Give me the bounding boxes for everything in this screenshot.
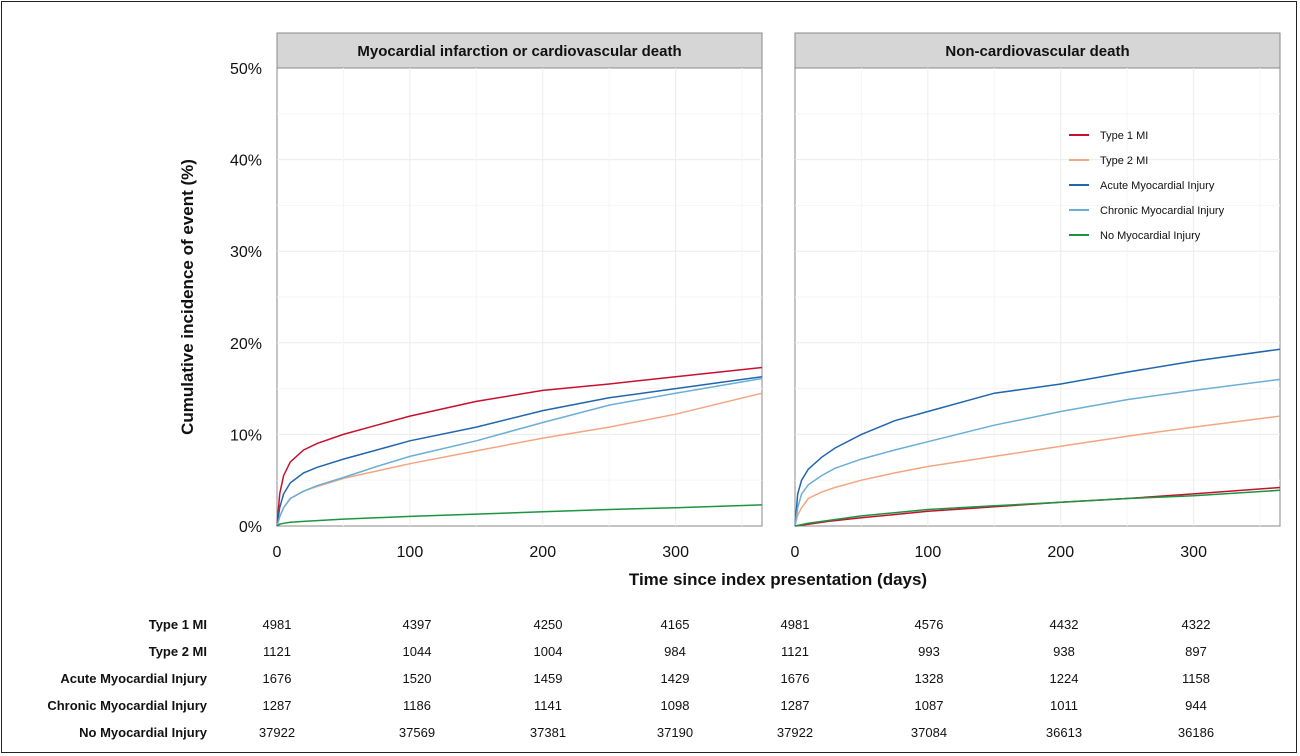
risk-cell: 4322 [1182,617,1211,632]
risk-cell: 4576 [915,617,944,632]
x-tick-label: 300 [1180,544,1207,561]
panel-right: Non-cardiovascular death [794,32,1281,527]
risk-cell: 1004 [534,644,563,659]
risk-cell: 37084 [911,725,947,740]
y-tick-label: 10% [230,427,262,444]
risk-cell: 1676 [781,671,810,686]
risk-cell: 36613 [1046,725,1082,740]
x-tick-label: 300 [662,544,689,561]
risk-cell: 1011 [1050,698,1078,713]
series-line-chronic-myocardial-injury [276,377,763,527]
risk-cell: 1429 [661,671,690,686]
x-tick-label: 200 [1047,544,1074,561]
risk-cell: 897 [1185,644,1207,659]
series-line-no-myocardial-injury [794,489,1281,527]
risk-cell: 1328 [915,671,944,686]
panel-right-title: Non-cardiovascular death [945,43,1129,60]
panel-right-lines [794,348,1281,527]
risk-cell: 4432 [1050,617,1079,632]
risk-cell: 1121 [781,644,809,659]
risk-cell: 1287 [781,698,810,713]
risk-cell: 4250 [534,617,563,632]
risk-cell: 1676 [263,671,292,686]
risk-cell: 1121 [263,644,291,659]
risk-cell: 4981 [781,617,810,632]
risk-cell: 1224 [1050,671,1079,686]
y-tick-label: 40% [230,153,262,170]
x-tick-label: 0 [791,544,800,561]
y-tick-label: 20% [230,336,262,353]
risk-row-label-no-myocardial-injury: No Myocardial Injury [79,725,208,740]
series-line-chronic-myocardial-injury [794,378,1281,527]
risk-cell: 37381 [530,725,566,740]
series-line-no-myocardial-injury [276,504,763,527]
legend-label-chronic-myocardial-injury: Chronic Myocardial Injury [1100,205,1225,217]
risk-cell: 1158 [1182,671,1210,686]
legend: Type 1 MI Type 2 MI Acute Myocardial Injur… [1069,130,1225,242]
risk-cell: 36186 [1178,725,1214,740]
x-axis-title: Time since index presentation (days) [629,570,927,589]
risk-row-label-type-1-mi: Type 1 MI [149,617,207,632]
risk-cell: 1287 [263,698,292,713]
legend-label-type-2-mi: Type 2 MI [1100,155,1148,167]
series-line-type-2-mi [794,415,1281,527]
risk-cell: 993 [918,644,940,659]
y-tick-label: 30% [230,244,262,261]
x-axis-ticks: 0 100 200 300 0 100 200 300 [273,544,1208,561]
risk-cell: 1087 [915,698,944,713]
x-tick-label: 100 [915,544,942,561]
y-axis-title: Cumulative incidence of event (%) [178,159,197,435]
risk-cell: 1141 [534,698,562,713]
legend-label-no-myocardial-injury: No Myocardial Injury [1100,230,1201,242]
risk-cell: 4397 [403,617,432,632]
risk-cell: 37922 [777,725,813,740]
panel-left-grid [277,68,762,526]
risk-table: Type 1 MI 4981 4397 4250 4165 4981 4576 4432 432… [47,617,1214,740]
risk-cell: 1459 [534,671,563,686]
risk-cell: 1098 [661,698,690,713]
series-line-type-1-mi [276,366,763,527]
risk-cell: 1520 [403,671,432,686]
x-tick-label: 100 [397,544,424,561]
x-tick-label: 200 [529,544,556,561]
risk-row-label-chronic-myocardial-injury: Chronic Myocardial Injury [47,698,207,713]
y-tick-label: 0% [239,519,262,536]
risk-cell: 4165 [661,617,690,632]
risk-cell: 37190 [657,725,693,740]
risk-cell: 944 [1185,698,1207,713]
panel-right-grid [795,68,1280,526]
risk-cell: 938 [1053,644,1075,659]
risk-cell: 1044 [403,644,432,659]
risk-row-label-acute-myocardial-injury: Acute Myocardial Injury [60,671,207,686]
legend-label-acute-myocardial-injury: Acute Myocardial Injury [1100,180,1215,192]
legend-label-type-1-mi: Type 1 MI [1100,130,1148,142]
series-line-acute-myocardial-injury [276,375,763,527]
risk-cell: 1186 [403,698,431,713]
series-line-acute-myocardial-injury [794,348,1281,527]
risk-row-label-type-2-mi: Type 2 MI [149,644,207,659]
risk-cell: 4981 [263,617,292,632]
series-line-type-1-mi [794,486,1281,527]
y-axis-ticks: 0% 10% 20% 30% 40% 50% [230,61,262,536]
panel-left: Myocardial infarction or cardiovascular … [276,32,763,527]
y-tick-label: 50% [230,61,262,78]
risk-cell: 37569 [399,725,435,740]
panel-right-strip [794,32,1281,69]
x-tick-label: 0 [273,544,282,561]
risk-cell: 984 [664,644,686,659]
panel-left-lines [276,366,763,527]
panel-left-title: Myocardial infarction or cardiovascular … [357,43,681,60]
risk-cell: 37922 [259,725,295,740]
